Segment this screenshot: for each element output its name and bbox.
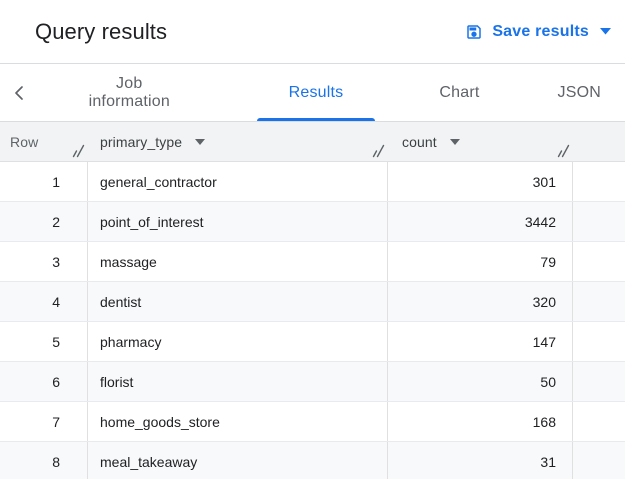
count-cell: 168: [388, 402, 573, 441]
primary-type-cell: dentist: [88, 282, 388, 321]
chevron-down-icon[interactable]: [449, 138, 460, 145]
column-label: count: [402, 133, 437, 150]
primary-type-cell: general_contractor: [88, 162, 388, 201]
filler-cell: [573, 322, 625, 361]
column-resize-handle[interactable]: [557, 144, 570, 158]
tab-job-information[interactable]: Job information: [47, 64, 212, 121]
page-title: Query results: [35, 18, 168, 44]
count-cell: 301: [388, 162, 573, 201]
chevron-left-icon: [14, 85, 24, 101]
table-row: 8 meal_takeaway 31: [0, 442, 625, 479]
filler-cell: [573, 162, 625, 201]
row-number-cell: 4: [0, 282, 88, 321]
table-row: 5 pharmacy 147: [0, 322, 625, 362]
save-results-label: Save results: [492, 22, 589, 40]
column-header-filler: [573, 122, 625, 161]
column-label: primary_type: [100, 133, 183, 150]
filler-cell: [573, 242, 625, 281]
row-number-cell: 7: [0, 402, 88, 441]
count-cell: 147: [388, 322, 573, 361]
column-label: Row: [10, 133, 39, 150]
filler-cell: [573, 442, 625, 479]
row-number-cell: 5: [0, 322, 88, 361]
filler-cell: [573, 362, 625, 401]
titlebar: Query results Save results: [0, 0, 625, 64]
column-header-primary-type[interactable]: primary_type: [88, 122, 388, 161]
tab-label: Results: [288, 83, 344, 101]
chevron-down-icon: [600, 28, 611, 35]
tab-json[interactable]: JSON: [534, 64, 625, 121]
row-number-cell: 2: [0, 202, 88, 241]
column-resize-handle[interactable]: [372, 144, 385, 158]
primary-type-cell: point_of_interest: [88, 202, 388, 241]
table-body: 1 general_contractor 301 2 point_of_inte…: [0, 162, 625, 479]
column-header-row: Row: [0, 122, 88, 161]
filler-cell: [573, 282, 625, 321]
tab-label: Chart: [439, 83, 480, 101]
count-cell: 79: [388, 242, 573, 281]
back-button[interactable]: [0, 64, 47, 121]
row-number-cell: 8: [0, 442, 88, 479]
row-number-cell: 3: [0, 242, 88, 281]
primary-type-cell: home_goods_store: [88, 402, 388, 441]
primary-type-cell: massage: [88, 242, 388, 281]
chevron-down-icon[interactable]: [195, 138, 206, 145]
table-row: 3 massage 79: [0, 242, 625, 282]
table-row: 2 point_of_interest 3442: [0, 202, 625, 242]
count-cell: 3442: [388, 202, 573, 241]
tab-label: JSON: [557, 83, 601, 101]
primary-type-cell: meal_takeaway: [88, 442, 388, 479]
tab-label: Job information: [88, 74, 170, 110]
table-header: Row primary_type count: [0, 122, 625, 162]
column-header-count[interactable]: count: [388, 122, 573, 161]
filler-cell: [573, 202, 625, 241]
primary-type-cell: pharmacy: [88, 322, 388, 361]
primary-type-cell: florist: [88, 362, 388, 401]
tab-chart[interactable]: Chart: [415, 64, 503, 121]
count-cell: 320: [388, 282, 573, 321]
table-row: 7 home_goods_store 168: [0, 402, 625, 442]
row-number-cell: 1: [0, 162, 88, 201]
save-icon: [465, 23, 483, 41]
filler-cell: [573, 402, 625, 441]
tab-results[interactable]: Results: [256, 64, 376, 121]
save-results-button[interactable]: Save results: [465, 23, 611, 41]
table-row: 1 general_contractor 301: [0, 162, 625, 202]
count-cell: 50: [388, 362, 573, 401]
row-number-cell: 6: [0, 362, 88, 401]
table-row: 6 florist 50: [0, 362, 625, 402]
tabbar: Job information Results Chart JSON: [0, 64, 625, 122]
column-resize-handle[interactable]: [72, 144, 85, 158]
table-row: 4 dentist 320: [0, 282, 625, 322]
count-cell: 31: [388, 442, 573, 479]
